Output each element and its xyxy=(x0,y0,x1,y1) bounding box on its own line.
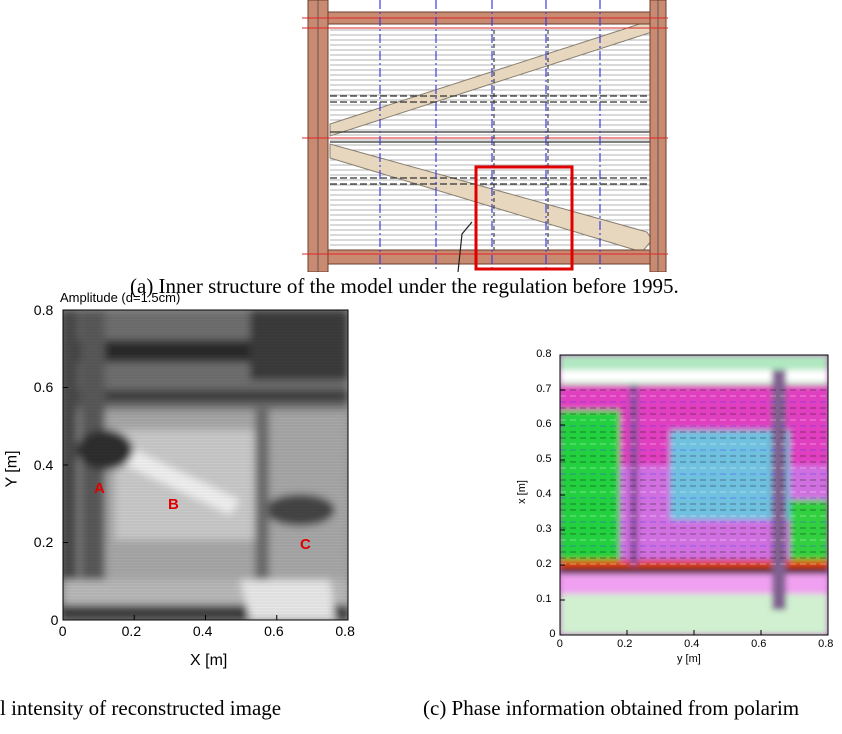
phase-ytick-label: 0.4 xyxy=(536,488,552,501)
marker-a: A xyxy=(94,480,105,497)
amplitude-ytick-label: 0.6 xyxy=(33,379,54,396)
phase-ytick-label: 0.2 xyxy=(536,558,552,571)
caption-a: (a) Inner structure of the model under t… xyxy=(130,274,679,298)
highlight-box xyxy=(474,165,574,271)
amplitude-plot-title: Amplitude (d=1.5cm) xyxy=(60,290,181,305)
phase-ytick-label: 0.5 xyxy=(536,453,552,466)
amplitude-ytick-label: 0 xyxy=(50,611,59,628)
amplitude-ylabel: Y [m] xyxy=(3,450,21,488)
amplitude-xtick-label: 0.8 xyxy=(335,623,355,639)
structure-drawing xyxy=(302,0,668,272)
phase-ytick-label: 0.1 xyxy=(536,593,552,606)
marker-c: C xyxy=(300,536,311,553)
marker-b: B xyxy=(168,496,179,513)
phase-xlabel: y [m] xyxy=(677,653,701,665)
phase-ytick-label: 0.8 xyxy=(536,348,552,361)
caption-c: (c) Phase information obtained from pola… xyxy=(423,696,800,720)
amplitude-xtick-label: 0.2 xyxy=(121,623,142,639)
phase-xtick-label: 0.4 xyxy=(684,638,700,650)
phase-xtick-label: 0 xyxy=(556,638,563,650)
amplitude-ytick-label: 0.4 xyxy=(33,456,54,473)
amplitude-xlabel: X [m] xyxy=(190,652,228,669)
caption-b: l intensity of reconstructed image xyxy=(0,696,282,720)
amplitude-xtick-label: 0.6 xyxy=(264,623,284,639)
phase-ytick-label: 0 xyxy=(549,628,556,641)
bottom-beam xyxy=(307,249,663,265)
phase-xtick-label: 0.6 xyxy=(751,638,767,650)
phase-ytick-label: 0.3 xyxy=(536,523,552,536)
amplitude-xtick-label: 0 xyxy=(58,623,67,639)
amplitude-ytick-label: 0.8 xyxy=(33,301,54,318)
amplitude-plot xyxy=(62,309,349,621)
phase-ylabel: x [m] xyxy=(515,480,528,504)
phase-ytick-label: 0.7 xyxy=(536,383,552,396)
amplitude-ytick-label: 0.2 xyxy=(33,534,54,551)
phase-xtick-label: 0.2 xyxy=(617,638,633,650)
leader-line xyxy=(457,221,473,272)
phase-ytick-label: 0.6 xyxy=(536,418,552,431)
amplitude-xtick-label: 0.4 xyxy=(192,623,213,639)
phase-xtick-label: 0.8 xyxy=(818,638,834,650)
phase-plot xyxy=(559,354,829,636)
